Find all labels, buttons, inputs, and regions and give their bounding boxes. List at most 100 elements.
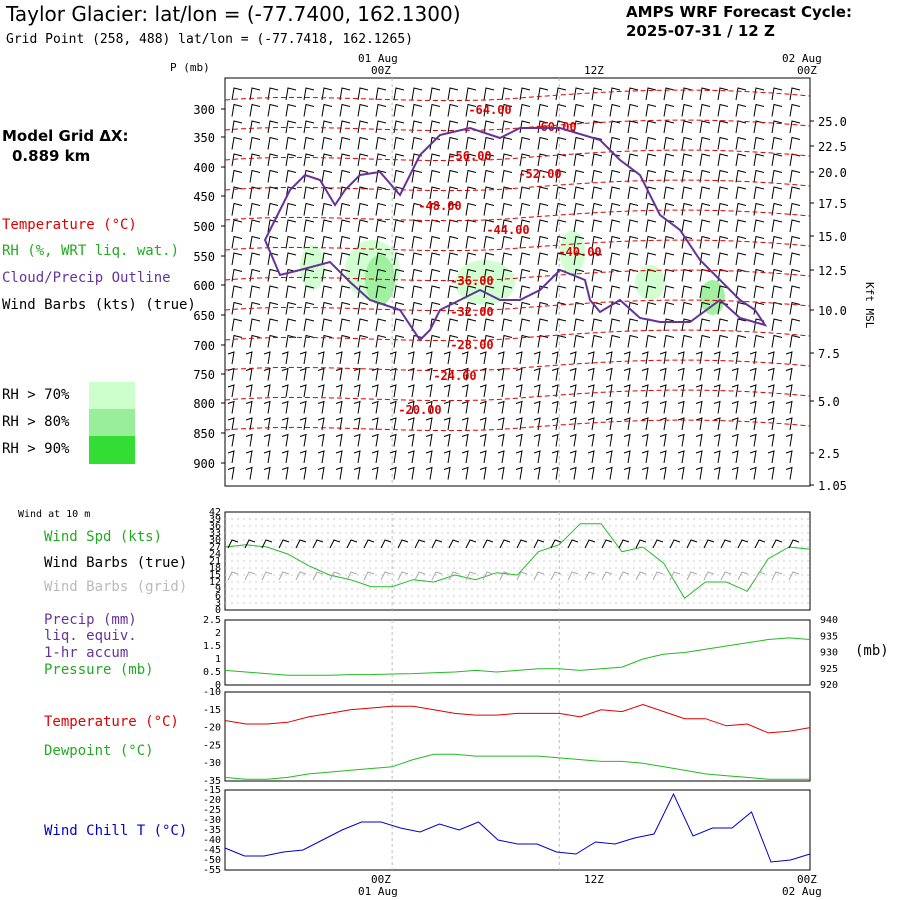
chill-tick-label: -20: [203, 795, 221, 806]
wind-barb: [785, 417, 793, 431]
wind-barb: [443, 417, 451, 431]
temp-contour: [224, 149, 811, 162]
wind-barb: [645, 301, 657, 315]
wind-barb: [645, 334, 657, 348]
wind-barb: [717, 202, 729, 216]
wind-barb: [735, 136, 747, 150]
wind-barb: [281, 433, 289, 447]
wind-barb: [753, 268, 765, 282]
surface-wind-barb: [380, 539, 392, 549]
wind-barb: [231, 285, 243, 299]
wind-barb: [785, 466, 793, 480]
wind-barb: [519, 153, 531, 167]
surface-wind-barb: [703, 539, 715, 549]
wind-barb: [357, 136, 369, 150]
wind-barb: [249, 103, 261, 117]
wind-barb: [587, 367, 595, 381]
wind-barb: [785, 367, 793, 381]
wind-barb: [645, 202, 657, 216]
wind-barb: [555, 87, 567, 101]
wind-barb: [497, 466, 505, 480]
surface-wind-barb: [584, 539, 596, 549]
wind-chill-line: [224, 792, 811, 863]
wind-barb: [285, 334, 297, 348]
wind-barb: [281, 384, 289, 398]
wind-barb: [731, 351, 739, 365]
wind-barb: [573, 202, 585, 216]
wind-barb: [357, 120, 369, 134]
kft-tick-label: 10.0: [818, 304, 847, 318]
wind-barb: [569, 400, 577, 414]
wind-barb: [537, 235, 549, 249]
temp-contour-label: -36.00: [450, 274, 493, 288]
wind-barb: [447, 252, 459, 266]
wind-barb: [281, 450, 289, 464]
wind-barb: [443, 384, 451, 398]
wind-barb: [429, 103, 441, 117]
surface-wind-barb: [261, 539, 273, 549]
temp-contour-label: -40.00: [558, 245, 601, 259]
wind-barb: [753, 169, 765, 183]
wind-barb: [479, 466, 487, 480]
wind-barb: [425, 400, 433, 414]
wind-barb: [375, 120, 387, 134]
wind-barb: [555, 103, 567, 117]
wind-barb: [519, 103, 531, 117]
wind-barb: [443, 466, 451, 480]
top-time-00z-2: 00Z: [797, 64, 817, 77]
wind-barb: [699, 186, 711, 200]
wind-barb: [321, 87, 333, 101]
wind-barb: [479, 400, 487, 414]
wind-barb: [285, 219, 297, 233]
wind-tick-label: 24: [209, 549, 221, 560]
pressure-tick-label: 700: [193, 339, 215, 353]
surface-wind-barb: [295, 539, 307, 549]
wind-barb: [429, 268, 441, 282]
pressure-tick-label: 500: [193, 220, 215, 234]
wind-barb: [677, 367, 685, 381]
rh-shade-4: [560, 230, 585, 275]
wind-barb: [483, 186, 495, 200]
wind-barb: [591, 87, 603, 101]
wind-barb: [339, 87, 351, 101]
wind-barb: [519, 285, 531, 299]
wind-barb: [663, 120, 675, 134]
wind-barb: [555, 136, 567, 150]
wind-barb: [411, 186, 423, 200]
wind-barb: [533, 351, 541, 365]
label-precip: Precip (mm): [44, 612, 137, 628]
wind-barb: [605, 400, 613, 414]
temp-contour: [224, 119, 811, 132]
wind-barb: [465, 136, 477, 150]
wind-barb: [267, 120, 279, 134]
wind-barb: [713, 417, 721, 431]
wind-barb: [281, 417, 289, 431]
wind-barb: [245, 417, 253, 431]
wind-barb: [789, 153, 801, 167]
wind-barb: [717, 219, 729, 233]
wind-barb: [425, 417, 433, 431]
wind-barb: [695, 417, 703, 431]
wind-barb: [537, 219, 549, 233]
wind-barb: [303, 87, 315, 101]
wind-barb: [335, 466, 343, 480]
wind-barb: [429, 334, 441, 348]
wind-barb: [663, 285, 675, 299]
wind-barb: [371, 400, 379, 414]
wind-barb: [645, 252, 657, 266]
wind-barb: [663, 136, 675, 150]
wind-barb: [375, 186, 387, 200]
wind-barb: [501, 301, 513, 315]
wind-barb: [285, 103, 297, 117]
wind-barb: [339, 268, 351, 282]
wind-barb: [227, 351, 235, 365]
wind-barb: [339, 153, 351, 167]
wind-barb: [465, 153, 477, 167]
wind-barb: [789, 219, 801, 233]
wind-barb: [569, 351, 577, 365]
wind-barb: [659, 417, 667, 431]
wind-barb: [573, 285, 585, 299]
wind-barb: [393, 268, 405, 282]
wind-barb: [317, 433, 325, 447]
